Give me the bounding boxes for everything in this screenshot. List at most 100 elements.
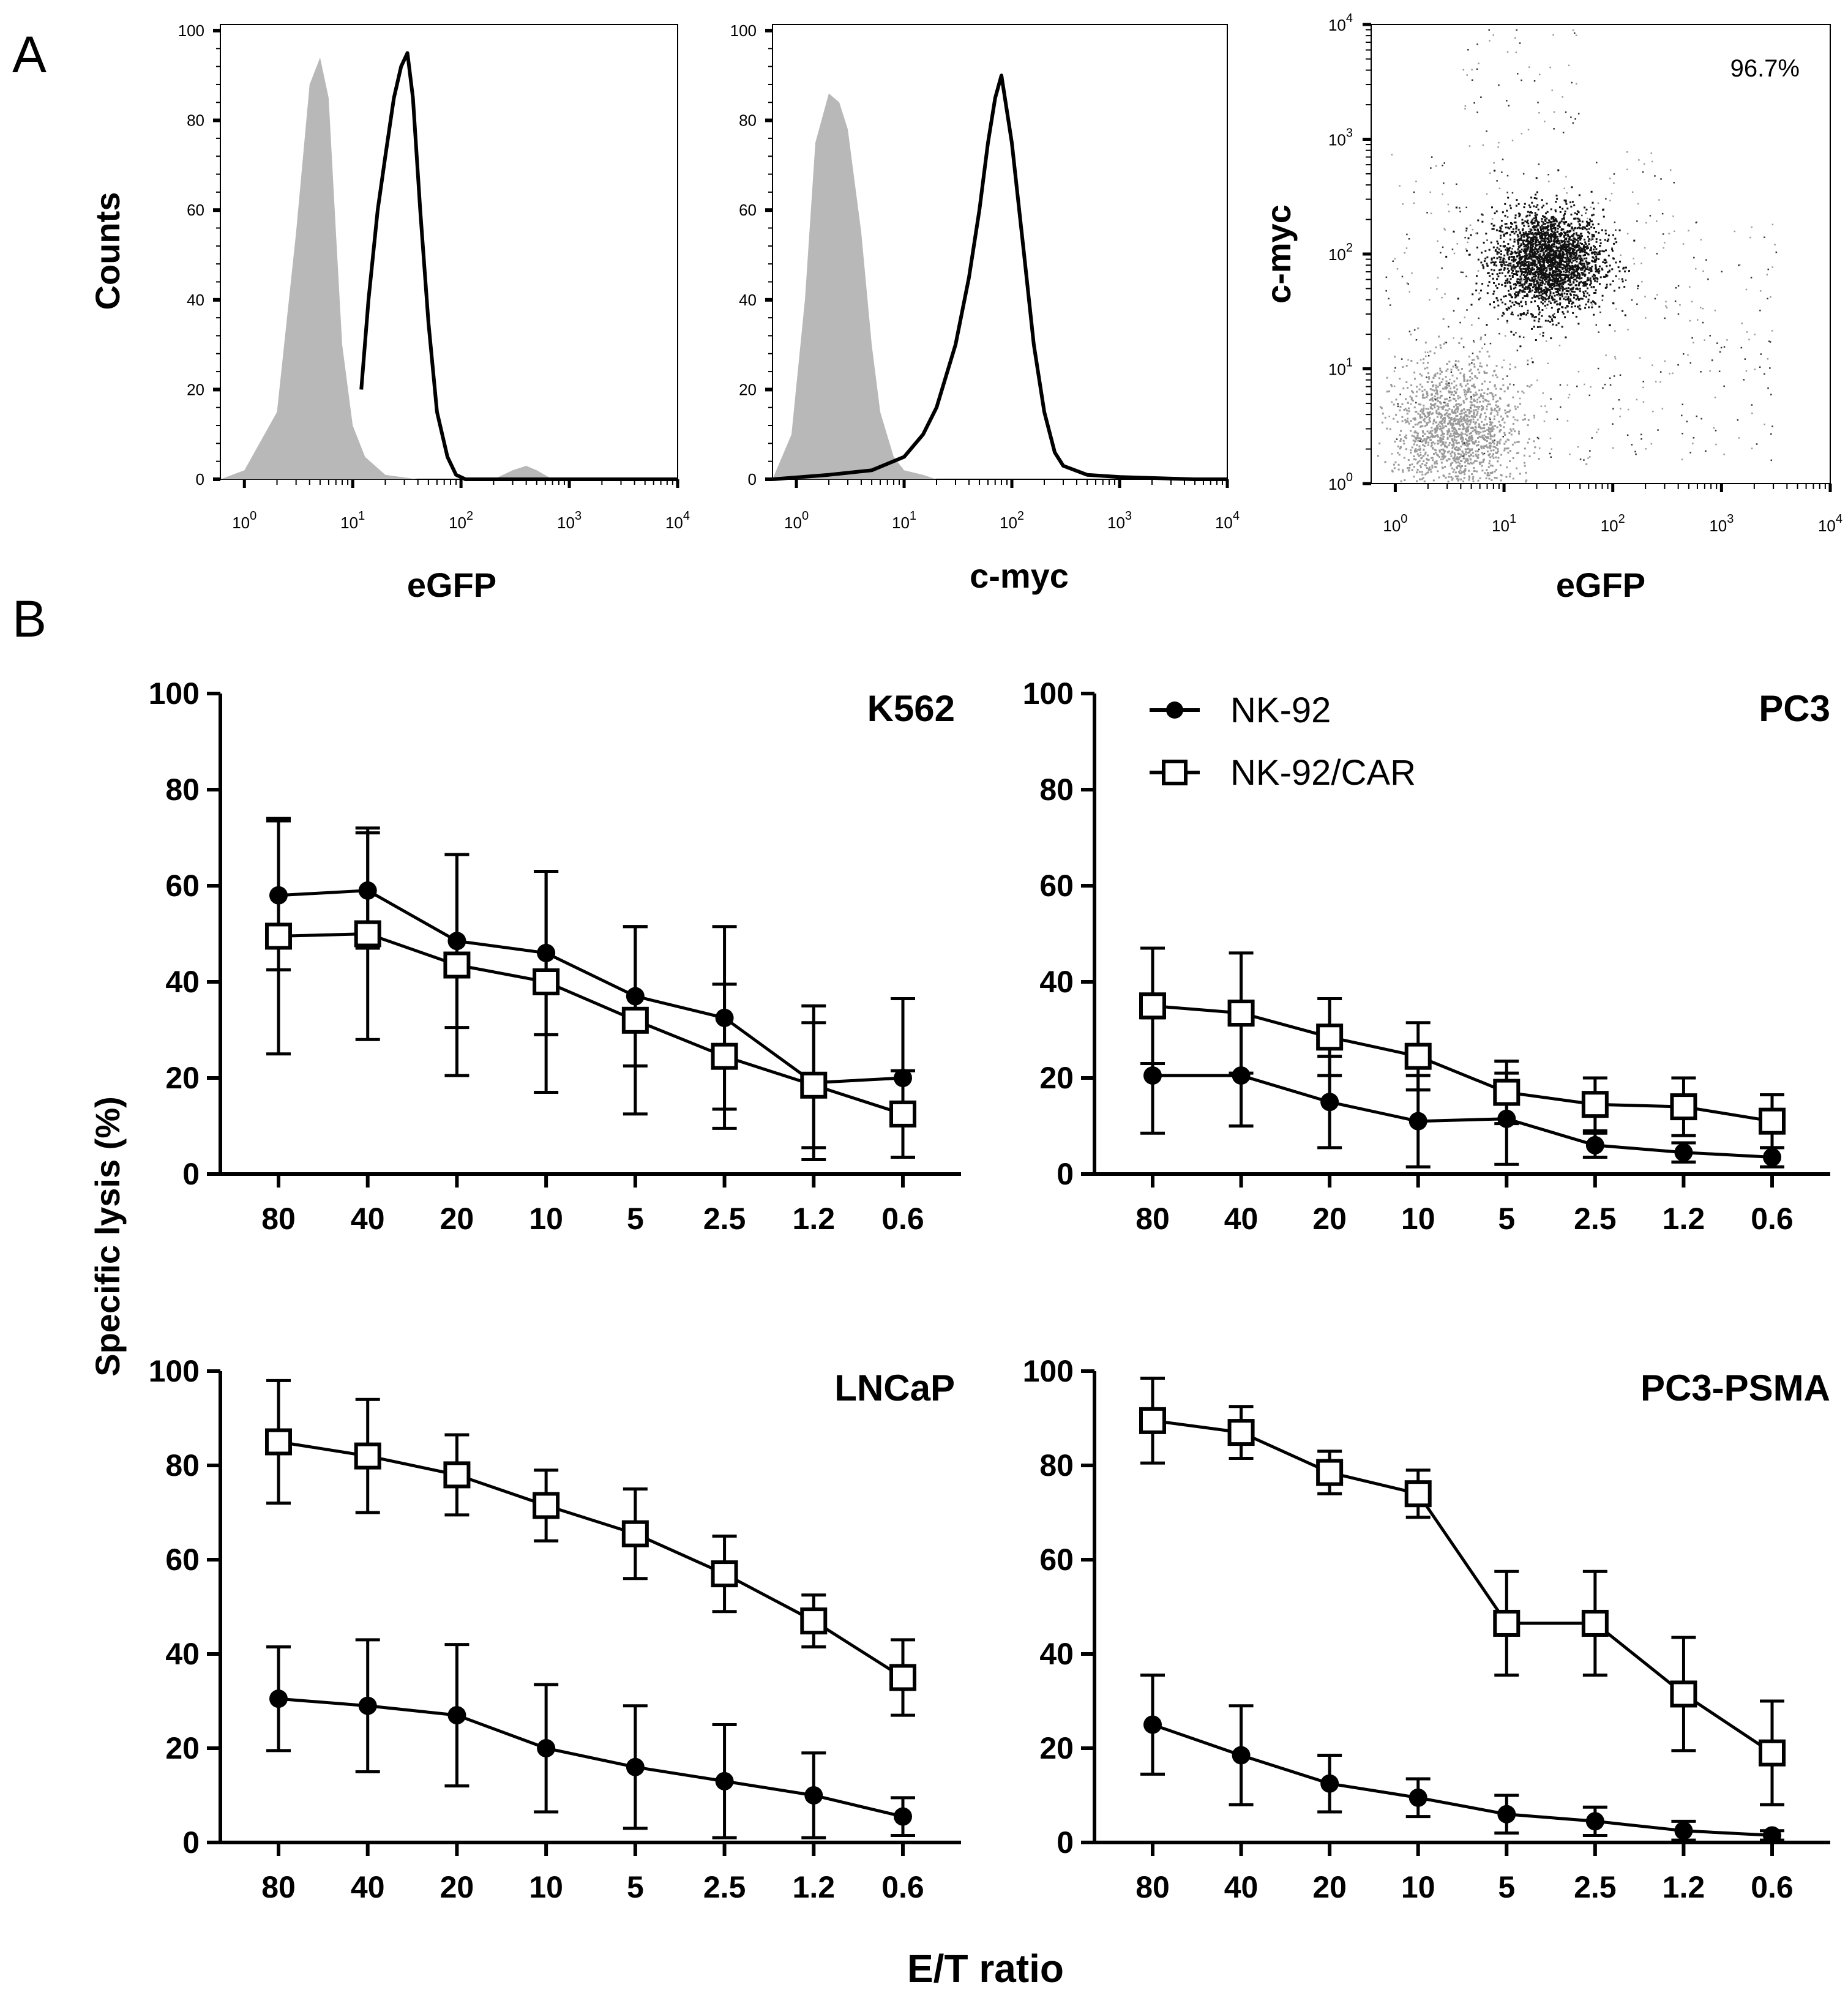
tick-exponent: 0 [250, 509, 256, 523]
lysis-chart-k562: 0 20 40 60 80 100 80 40 20 10 5 2.5 1.2 0.6 K562 [149, 676, 961, 1236]
data-point-nk92-car [443, 1461, 471, 1489]
lysis-chart-pc3: 0 20 40 60 80 100 80 40 20 10 5 2.5 1.2 0.6 PC3 [1023, 676, 1830, 1236]
x-tick-label: 0.6 [881, 1870, 924, 1904]
dot-plot-egfp-vs-cmyc: 96.7%100 101 102 103 104100101102103104eGFPc… [1259, 12, 1842, 604]
tick-exponent: 2 [466, 509, 473, 523]
tick-exponent: 3 [575, 509, 582, 523]
data-point-nk92-car [533, 968, 560, 995]
data-point-nk92-car [1227, 1000, 1255, 1027]
tick-base: 10 [1492, 517, 1509, 535]
data-point-nk92-car [1759, 1739, 1786, 1767]
data-point-nk92-car [1670, 1093, 1697, 1121]
y-tick-label: 40 [165, 1637, 200, 1671]
x-tick-label: 1.2 [793, 1870, 836, 1904]
data-point-nk92 [804, 1786, 823, 1805]
y-tick-label: 40 [739, 291, 757, 309]
histogram-control-fill [220, 58, 678, 479]
data-point-nk92-car [354, 1442, 381, 1470]
x-tick-label: 20 [1312, 1202, 1347, 1236]
tick-base: 10 [1000, 514, 1017, 532]
x-tick-label: 2.5 [1574, 1870, 1617, 1904]
tick-base: 10 [1328, 16, 1346, 34]
tick-exponent: 3 [1727, 512, 1734, 526]
x-tick-label: 5 [627, 1202, 644, 1236]
y-tick-label: 80 [165, 1448, 200, 1483]
tick-exponent: 1 [1346, 356, 1353, 370]
data-point-nk92 [894, 1807, 912, 1826]
y-tick-label: 20 [739, 380, 757, 398]
tick-exponent: 4 [683, 509, 690, 523]
tick-label-0: 100 [232, 509, 256, 532]
tick-label-2: 102 [449, 509, 473, 532]
data-point-nk92 [1143, 1715, 1162, 1734]
data-point-nk92 [1497, 1805, 1516, 1824]
x-axis-title-et-ratio: E/T ratio [907, 1947, 1064, 1990]
lysis-chart-pc3-psma: 0 20 40 60 80 100 80 40 20 10 5 2.5 1.2 0.6 PC3-PSMA [1023, 1354, 1830, 1904]
data-point-nk92 [626, 1757, 645, 1776]
data-point-nk92-car [1139, 1407, 1166, 1434]
tick-label-3: 103 [557, 509, 582, 532]
data-point-nk92 [1232, 1746, 1251, 1765]
y-tick-label: 20 [187, 380, 204, 398]
x-tick-label: 10 [529, 1202, 563, 1236]
data-point-nk92-car [1227, 1419, 1255, 1446]
chart-title: PC3-PSMA [1640, 1367, 1830, 1408]
y-tick-label: 60 [187, 201, 204, 219]
x-axis-title: c-myc [970, 556, 1069, 595]
tick-label-0: 100 [1328, 471, 1353, 493]
tick-label-2: 102 [1601, 512, 1625, 535]
data-point-nk92-car [800, 1607, 828, 1635]
data-point-nk92-car [1404, 1480, 1432, 1508]
x-tick-label: 0.6 [1751, 1202, 1794, 1236]
markers-nk92 [269, 1689, 912, 1826]
tick-label-4: 104 [1328, 12, 1353, 34]
chart-title: PC3 [1759, 688, 1830, 729]
tick-exponent: 4 [1836, 512, 1842, 526]
tick-exponent: 2 [1017, 509, 1024, 523]
x-tick-label: 80 [1135, 1870, 1170, 1904]
tick-exponent: 1 [910, 509, 916, 523]
tick-exponent: 2 [1346, 241, 1353, 255]
x-tick-label: 1.2 [793, 1202, 836, 1236]
data-point-nk92 [1674, 1821, 1693, 1840]
chart-title: K562 [867, 688, 955, 729]
y-tick-label: 100 [1023, 676, 1074, 711]
data-point-nk92 [715, 1008, 734, 1027]
data-point-nk92 [358, 881, 377, 900]
markers-nk92-car [265, 920, 916, 1128]
gate-percentage: 96.7% [1730, 55, 1800, 82]
y-tick-label: 80 [1039, 1448, 1074, 1483]
legend: NK-92 NK-92/CAR [1150, 690, 1416, 793]
series-line [1152, 1723, 1773, 1837]
tick-base: 10 [1709, 517, 1727, 535]
data-point-nk92 [1320, 1774, 1339, 1793]
y-tick-label: 0 [748, 470, 757, 488]
data-point-nk92-car [1670, 1680, 1697, 1708]
data-point-nk92-car [889, 1664, 916, 1691]
tick-label-3: 103 [1107, 509, 1132, 532]
series-line [278, 1440, 904, 1679]
tick-label-4: 104 [665, 509, 690, 532]
series-line [278, 932, 903, 1116]
data-point-nk92 [626, 987, 645, 1006]
tick-exponent: 0 [1401, 512, 1407, 526]
x-tick-label: 0.6 [1751, 1870, 1794, 1904]
markers-nk92 [1143, 1066, 1781, 1167]
data-point-nk92 [1763, 1826, 1781, 1845]
markers-nk92-car [1139, 1407, 1786, 1767]
tick-exponent: 3 [1125, 509, 1132, 523]
x-tick-label: 2.5 [1574, 1202, 1617, 1236]
x-tick-label: 2.5 [703, 1870, 746, 1904]
data-point-nk92 [1585, 1135, 1604, 1154]
markers-nk92 [1143, 1715, 1781, 1845]
y-tick-label: 60 [1039, 1543, 1074, 1577]
tick-base: 10 [665, 514, 683, 532]
y-axis-title: c-myc [1259, 204, 1298, 304]
tick-base: 10 [1328, 361, 1346, 379]
data-point-nk92 [447, 1706, 466, 1725]
data-point-nk92 [1143, 1066, 1162, 1085]
y-tick-label: 60 [165, 869, 200, 903]
x-tick-label: 5 [627, 1870, 644, 1904]
